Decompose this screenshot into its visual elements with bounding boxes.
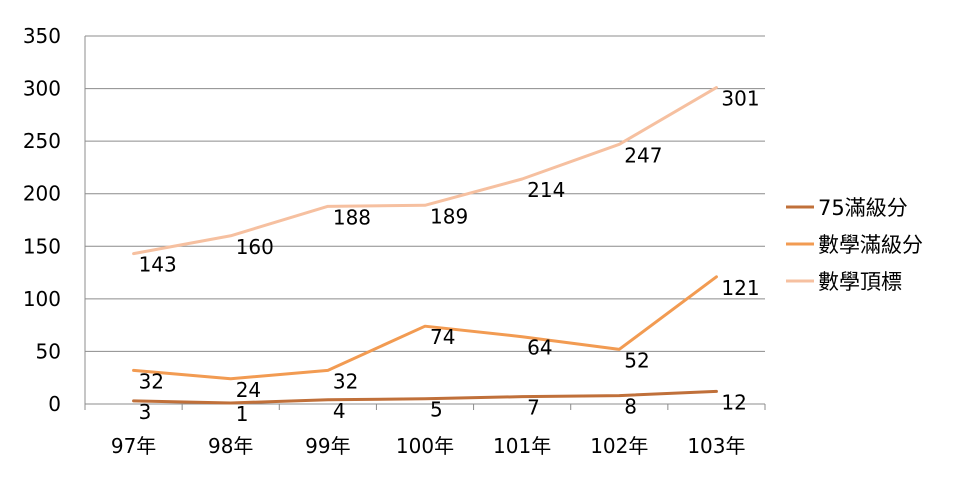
data-label: 189	[430, 204, 468, 228]
x-tick-label: 101年	[493, 434, 551, 458]
series-lines	[132, 86, 718, 405]
series-line-2	[132, 275, 718, 381]
data-label: 160	[236, 235, 274, 259]
data-label: 143	[139, 253, 177, 277]
legend-label: 數學頂標	[818, 270, 902, 294]
data-label: 64	[527, 336, 552, 360]
x-tick-label: 99年	[305, 434, 350, 458]
data-label: 24	[236, 378, 261, 402]
gridlines	[85, 35, 765, 352]
data-label: 214	[527, 178, 565, 202]
legend-label: 數學滿級分	[818, 233, 923, 257]
y-tick-label: 50	[36, 339, 61, 363]
series-line-3	[132, 86, 718, 256]
data-label: 121	[721, 276, 759, 300]
y-tick-label: 300	[23, 77, 61, 101]
y-tick-label: 150	[23, 234, 61, 258]
data-label: 188	[333, 205, 371, 229]
legend-label: 75滿級分	[818, 196, 908, 220]
data-label: 4	[333, 399, 346, 423]
data-label: 5	[430, 398, 443, 422]
y-tick-label: 0	[48, 392, 61, 416]
x-tick-label: 102年	[590, 434, 648, 458]
y-tick-label: 350	[23, 24, 61, 48]
data-label: 247	[624, 143, 662, 167]
data-label: 32	[139, 369, 164, 393]
data-label: 74	[430, 325, 455, 349]
data-label: 52	[624, 348, 649, 372]
data-label: 7	[527, 396, 540, 420]
series-line-1	[132, 389, 718, 405]
x-tick-label: 97年	[111, 434, 156, 458]
y-tick-label: 200	[23, 182, 61, 206]
data-label: 12	[721, 390, 746, 414]
data-labels: 3 1 4 5 7 8 12 32 24 32 74 64 52 121 143 160 188 189 214 24…	[139, 87, 760, 426]
data-label: 8	[624, 395, 637, 419]
axes: 0 50 100 150 200 250 300 350 97年 98年 99年 100年 101年 10…	[23, 24, 766, 458]
y-tick-label: 100	[23, 287, 61, 311]
data-label: 1	[236, 402, 249, 426]
data-label: 32	[333, 369, 358, 393]
x-tick-label: 100年	[396, 434, 454, 458]
data-label: 301	[721, 87, 759, 111]
x-tick-label: 103年	[687, 434, 745, 458]
data-label: 3	[139, 400, 152, 424]
y-tick-label: 250	[23, 129, 61, 153]
x-tick-label: 98年	[208, 434, 253, 458]
